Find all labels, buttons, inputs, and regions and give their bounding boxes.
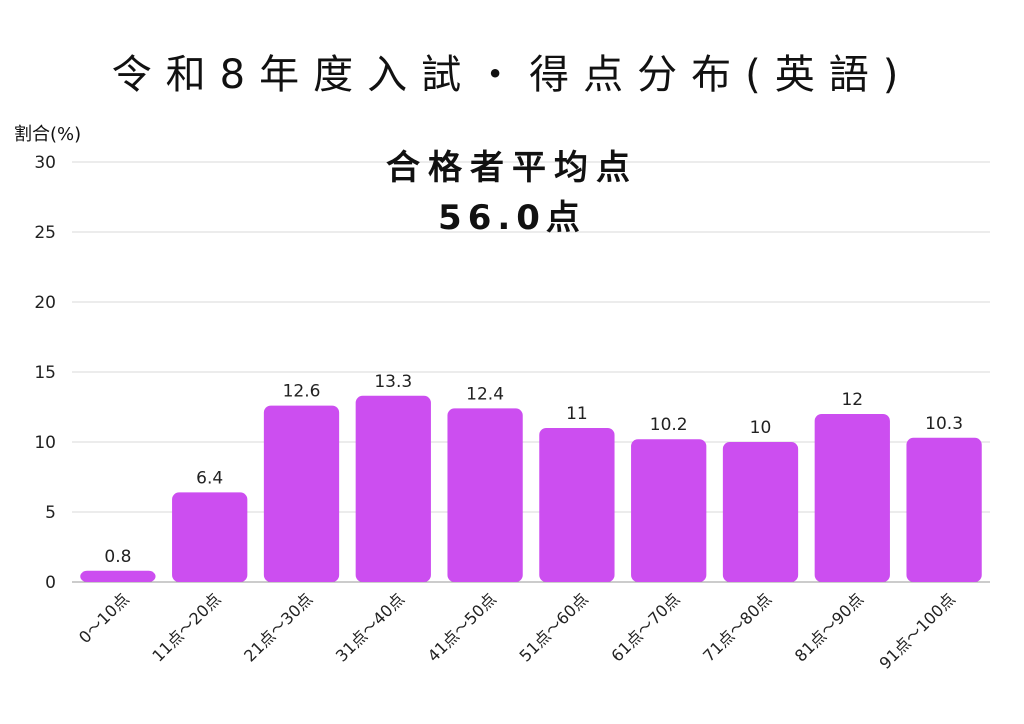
data-label: 10: [750, 418, 772, 438]
y-tick-label: 5: [45, 503, 56, 523]
bar: [631, 439, 707, 582]
x-tick-label: 81点～90点: [791, 589, 867, 665]
bar: [722, 442, 799, 582]
x-tick-label: 31点～40点: [332, 589, 408, 665]
y-tick-label: 15: [34, 363, 56, 383]
y-tick-label: 20: [34, 293, 56, 313]
data-label: 13.3: [374, 372, 412, 392]
y-axis-label: 割合(%): [14, 124, 82, 145]
bar: [906, 437, 982, 582]
y-tick-label: 30: [34, 153, 56, 173]
data-label: 0.8: [104, 547, 131, 567]
data-label: 10.2: [650, 415, 688, 435]
y-tick-label: 0: [45, 573, 56, 593]
x-tick-label: 0～10点: [75, 589, 133, 647]
data-label: 6.4: [196, 468, 223, 488]
bar: [172, 492, 248, 582]
average-score-value: 56.0点: [438, 198, 586, 238]
average-score-label: 合格者平均点: [386, 148, 638, 188]
x-tick-label: 21点～30点: [240, 589, 316, 665]
x-tick-label: 51点～60点: [516, 589, 592, 665]
bar: [814, 414, 890, 582]
y-tick-label: 25: [34, 223, 56, 243]
x-tick-label: 11点～20点: [148, 589, 224, 665]
x-tick-label: 71点～80点: [699, 589, 775, 665]
bar: [539, 428, 615, 582]
x-tick-label: 61点～70点: [607, 589, 683, 665]
data-label: 10.3: [925, 414, 963, 434]
chart-title: 令和8年度入試・得点分布(英語): [111, 52, 913, 98]
bar: [355, 395, 431, 582]
data-label: 12.6: [283, 382, 321, 402]
bar: [447, 408, 523, 582]
y-tick-label: 10: [34, 433, 56, 453]
data-label: 12: [841, 390, 863, 410]
data-label: 11: [566, 404, 588, 424]
bar: [263, 405, 340, 582]
x-tick-label: 41点～50点: [424, 589, 500, 665]
data-label: 12.4: [466, 384, 504, 404]
bar: [80, 570, 156, 582]
x-tick-label: 91点～100点: [876, 589, 959, 672]
